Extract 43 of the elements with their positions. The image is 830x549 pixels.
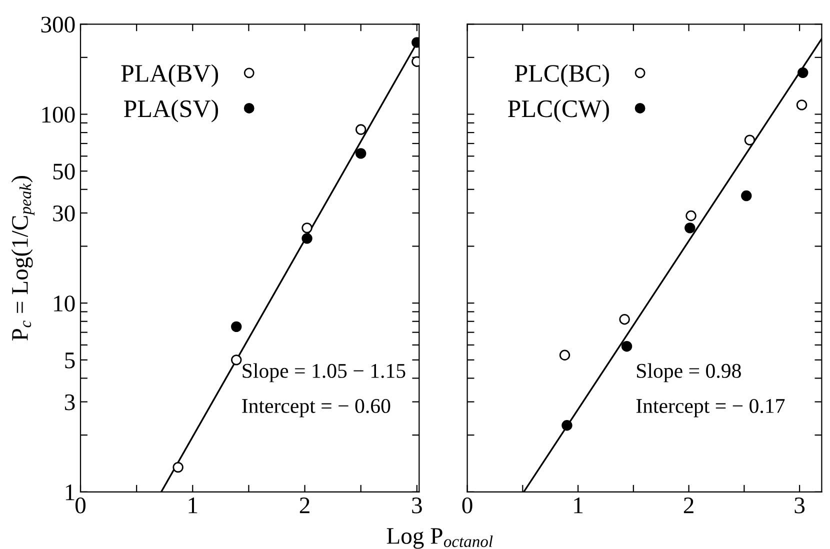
point: [355, 148, 366, 159]
point: [302, 222, 312, 234]
legend-label: PLA(BV): [121, 64, 218, 87]
y-tick-label: 10: [54, 296, 75, 312]
point: [686, 210, 696, 222]
y-tick-label: 30: [53, 205, 75, 222]
y-tick-label: 3: [64, 394, 75, 410]
point: [621, 340, 632, 352]
legend-label: PLA(SV): [124, 100, 218, 122]
point: [744, 134, 756, 146]
point: [355, 124, 366, 135]
x-tick-label: 1: [574, 498, 583, 514]
x-tick-label: 0: [462, 497, 472, 514]
legend-label: PLC(BC): [514, 64, 609, 87]
y-tick-label: 5: [65, 352, 75, 368]
x-tick-label: 2: [684, 498, 694, 514]
point: [231, 354, 242, 366]
x-tick-label: 0: [76, 497, 86, 514]
x-tick-label: 3: [412, 498, 422, 514]
y-tick-label: 1: [66, 484, 74, 500]
point: [562, 420, 572, 431]
y-tick-label: 300: [41, 16, 75, 33]
annotation: Intercept = − 0.17: [636, 398, 785, 418]
point: [302, 233, 312, 244]
point: [231, 321, 242, 332]
annotation: Intercept = − 0.60: [242, 398, 390, 418]
point: [559, 350, 570, 360]
x-axis-title: Log P$_{octanol}$: [386, 528, 493, 549]
legend-label: PLC(CW): [508, 100, 609, 122]
point: [796, 100, 808, 110]
point: [684, 222, 696, 234]
point: [172, 462, 184, 473]
x-tick-label: 1: [188, 498, 198, 514]
point: [798, 67, 808, 78]
x-tick-label: 3: [794, 498, 805, 514]
y-axis-title: P$_{c}$ = Log(1/C$_{peak}$): [11, 176, 34, 340]
y-tick-label: 50: [53, 164, 75, 180]
y-tick-label: 100: [42, 106, 75, 123]
point: [619, 314, 630, 325]
point: [741, 190, 752, 202]
annotation: Slope = 0.98: [637, 363, 741, 382]
x-tick-label: 2: [300, 498, 310, 514]
annotation: Slope = 1.05 − 1.15: [242, 363, 406, 382]
